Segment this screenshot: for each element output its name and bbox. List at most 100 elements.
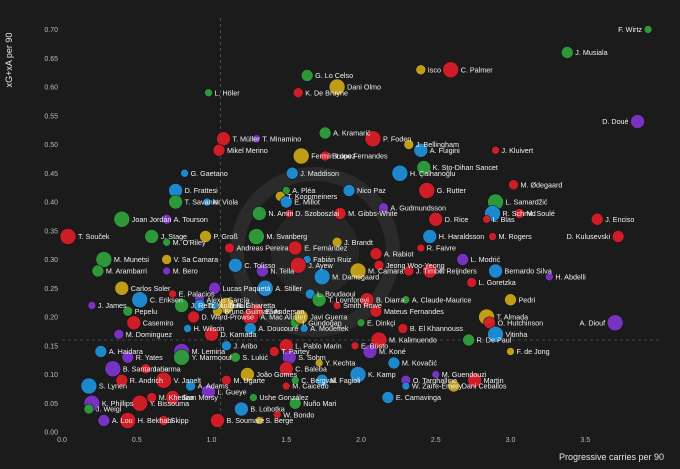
data-point	[488, 232, 497, 241]
point-label: L. Pablo Marin	[295, 341, 341, 350]
point-label: R. Andrich	[130, 376, 163, 385]
data-point	[234, 401, 249, 417]
y-tick-label: 0.25	[44, 286, 58, 293]
point-label: Alexis García	[207, 295, 250, 304]
data-point	[126, 315, 142, 331]
point-label: W. Zaïre-Emery	[412, 382, 463, 391]
y-tick-label: 0.60	[44, 85, 58, 92]
point-label: Mateus Fernandes	[384, 307, 444, 316]
point-label: Pedri	[519, 295, 536, 304]
data-point	[606, 314, 624, 332]
data-point	[162, 266, 171, 276]
point-label: Pepelu	[135, 307, 157, 316]
point-label: E. Millot	[294, 198, 320, 207]
data-point	[342, 184, 356, 197]
point-label: E. Dinkçi	[367, 318, 396, 327]
y-tick-label: 0.65	[44, 56, 58, 63]
data-point	[292, 147, 310, 165]
data-point	[193, 299, 206, 312]
point-label: L. Modrić	[471, 255, 501, 264]
point-label: E. Fernández	[304, 244, 348, 253]
data-point	[228, 257, 243, 273]
point-label: K. Kamp	[368, 370, 396, 379]
data-point	[199, 230, 212, 243]
point-label: Bernardo Silva	[505, 267, 552, 276]
point-label: D. Szoboszlai	[295, 209, 339, 218]
data-point	[488, 263, 503, 279]
point-label: A. Doucouré	[258, 324, 298, 333]
point-label: J. Stage	[161, 232, 187, 241]
point-label: M. Rogers	[499, 232, 533, 241]
point-label: E. Palacios	[179, 290, 215, 299]
y-tick-label: 0.40	[44, 200, 58, 207]
point-label: T. Savanier	[185, 198, 222, 207]
point-label: S. Lukić	[242, 353, 268, 362]
point-label: L. Blas	[493, 215, 515, 224]
data-point	[91, 264, 105, 278]
data-point	[281, 186, 291, 195]
y-tick-label: 0.15	[44, 343, 58, 350]
point-label: Ti. Vinicius	[208, 301, 243, 310]
data-point	[462, 333, 475, 347]
x-axis-ticks: 0.0 0.5 1.0 1.5 2.0 2.5 3.0 3.5	[57, 437, 590, 444]
y-tick-label: 0.50	[44, 142, 58, 149]
point-label: F. Wirtz	[618, 25, 642, 34]
point-label: D. Ward-Prowse	[202, 313, 254, 322]
data-point	[83, 403, 95, 415]
point-label: Fabián Ruiz	[313, 255, 352, 264]
point-label: L. Tenalli	[220, 301, 249, 310]
point-label: E. Büsto	[361, 341, 388, 350]
data-point	[369, 304, 383, 318]
data-point	[290, 375, 300, 385]
data-point	[370, 331, 388, 349]
data-point	[161, 254, 172, 265]
data-point	[94, 345, 108, 358]
point-label: G. Lo Celso	[315, 71, 353, 80]
x-tick-label: 2.5	[431, 437, 441, 444]
point-label: M. Caicedo	[292, 382, 328, 391]
y-axis-ticks: 0.00 0.05 0.10 0.15 0.20 0.25 0.30 0.35 0.40 0.45…	[44, 27, 58, 437]
data-point	[422, 229, 438, 244]
point-label: L. Goretzka	[479, 278, 516, 287]
data-point	[155, 371, 172, 389]
point-label: M. Lemina	[192, 347, 226, 356]
data-point	[561, 46, 574, 59]
data-point	[104, 360, 122, 378]
y-tick-label: 0.70	[44, 27, 58, 34]
watermark-logo	[230, 167, 400, 337]
point-label: J. Enciso	[605, 215, 634, 224]
data-point	[114, 280, 130, 296]
data-point	[80, 377, 98, 395]
data-point	[418, 182, 436, 199]
point-label: M. Gibbs-White	[348, 209, 398, 218]
data-point	[403, 139, 415, 150]
point-label: C. Baleba	[295, 364, 327, 373]
data-point	[180, 168, 189, 178]
data-point	[210, 413, 225, 428]
data-point	[401, 381, 411, 391]
point-label: Javi Guerra	[310, 313, 347, 322]
data-point	[140, 363, 152, 375]
data-point	[115, 373, 129, 387]
data-point	[487, 325, 504, 343]
data-point	[204, 88, 213, 98]
point-label: Sam Morsy	[182, 393, 219, 402]
point-label: Nico Paz	[357, 186, 386, 195]
x-axis-title: Progressive carries per 90	[559, 452, 664, 462]
point-label: M. Dominguez	[126, 330, 173, 339]
data-point	[428, 211, 444, 227]
data-point	[289, 256, 307, 274]
data-point	[466, 277, 477, 288]
data-point	[158, 415, 169, 426]
data-point	[401, 295, 411, 305]
point-label: A. Adams	[198, 382, 229, 391]
point-label: H. Haraldsson	[439, 232, 485, 241]
data-point	[183, 324, 192, 333]
point-label: C. Palmer	[461, 65, 494, 74]
point-label: J. Reitz	[191, 301, 215, 310]
data-point	[431, 370, 441, 379]
data-point	[168, 289, 177, 299]
data-point	[415, 64, 427, 76]
point-label: R. Faivre	[427, 244, 456, 253]
point-label: Fermín López	[311, 152, 356, 161]
